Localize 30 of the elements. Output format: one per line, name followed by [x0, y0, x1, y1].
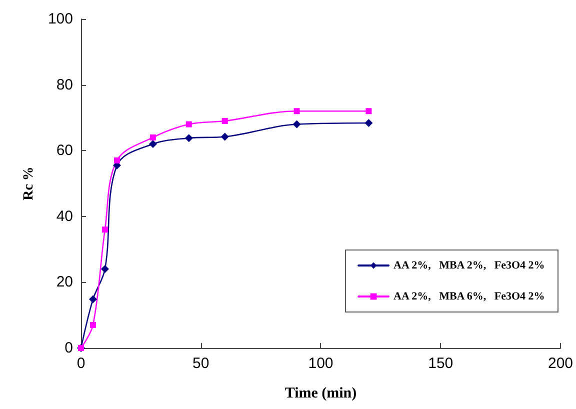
y-tick-label: 100	[48, 10, 73, 28]
y-tick-label: 20	[56, 274, 73, 291]
point	[294, 108, 300, 114]
point	[292, 120, 301, 128]
x-tick-label: 100	[308, 355, 334, 372]
point	[222, 118, 228, 124]
y-axis-title: Rc %	[22, 166, 36, 200]
y-tick-label: 0	[64, 340, 73, 356]
legend-label: AA 2%, MBA 2%, Fe3O4 2%	[394, 260, 545, 272]
point	[150, 134, 156, 140]
y-tick-label: 40	[56, 208, 73, 225]
x-tick-label: 0	[76, 355, 86, 372]
point	[366, 108, 372, 114]
point	[184, 134, 193, 142]
point	[102, 226, 108, 233]
x-tick-label: 150	[428, 355, 454, 372]
point	[186, 121, 192, 128]
point	[90, 322, 96, 328]
point	[100, 265, 109, 274]
point	[114, 157, 120, 164]
legend-label: AA 2%, MBA 6%, Fe3O4 2%	[394, 290, 545, 302]
point	[148, 140, 157, 148]
y-tick-label: 60	[56, 142, 73, 160]
point	[364, 118, 373, 127]
point	[88, 295, 97, 304]
point	[220, 132, 229, 141]
x-tick-label: 50	[192, 355, 210, 372]
y-tick-label: 80	[56, 76, 73, 94]
x-tick-label: 200	[548, 355, 573, 372]
x-axis-title: Time (min)	[284, 386, 357, 402]
